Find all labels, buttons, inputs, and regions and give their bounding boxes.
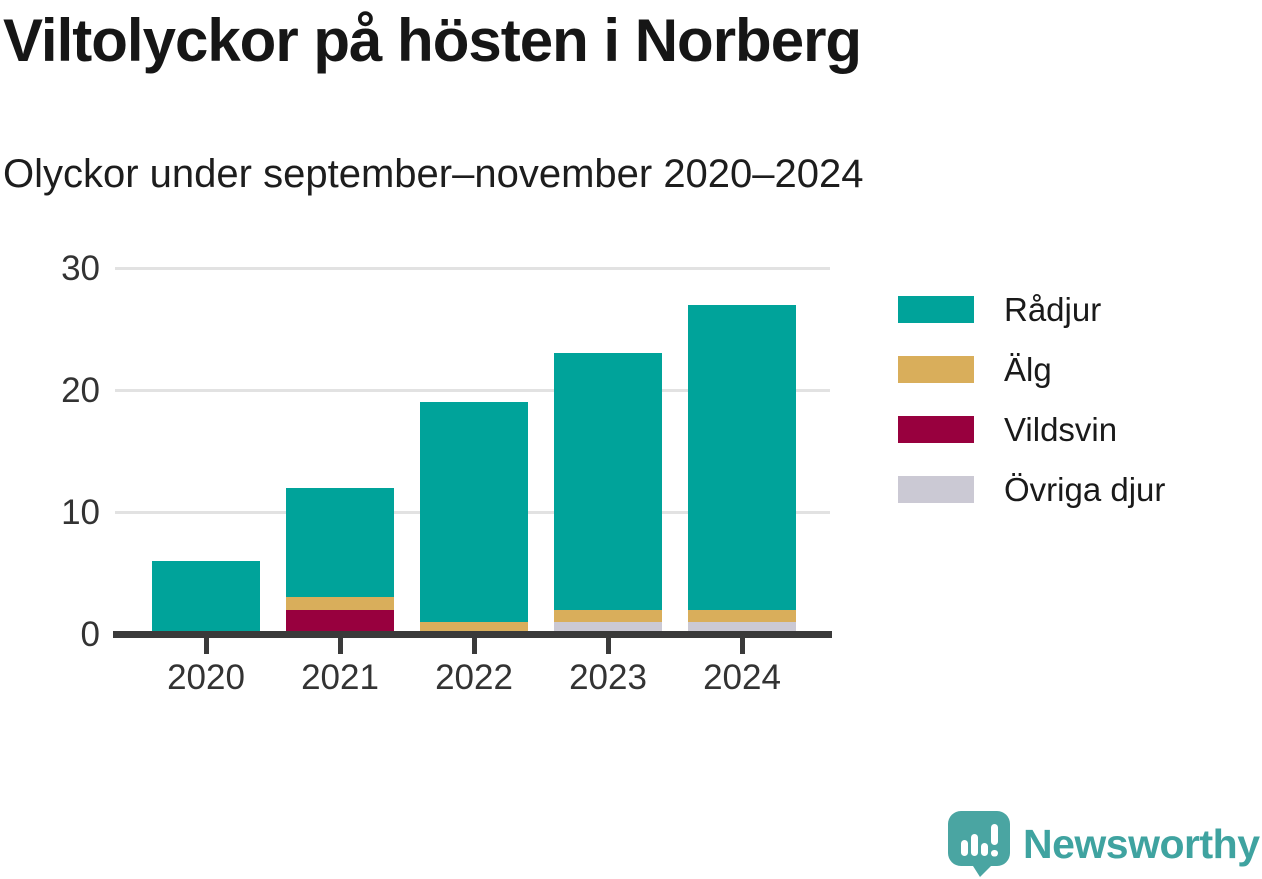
bar-2024-Rådjur bbox=[688, 304, 796, 610]
legend-swatch-Vildsvin bbox=[898, 416, 974, 443]
legend-item-Älg: Älg bbox=[898, 351, 1165, 388]
x-axis-label-2022: 2022 bbox=[435, 658, 513, 697]
brand-footer: Newsworthy bbox=[947, 810, 1260, 878]
legend-swatch-Övriga djur bbox=[898, 476, 974, 503]
legend-label-Älg: Älg bbox=[1004, 350, 1052, 388]
gridline-20 bbox=[115, 388, 830, 392]
legend-label-Övriga djur: Övriga djur bbox=[1004, 470, 1166, 508]
x-axis-tick-2021 bbox=[337, 637, 343, 654]
y-axis-label-30: 30 bbox=[61, 249, 100, 288]
newsworthy-logo-icon bbox=[948, 811, 1010, 877]
legend-item-Övriga djur: Övriga djur bbox=[898, 471, 1165, 508]
bar-2023-Älg bbox=[554, 609, 662, 622]
bar-2021-Vildsvin bbox=[286, 609, 394, 634]
x-axis-tick-2023 bbox=[605, 637, 611, 654]
gridline-30 bbox=[115, 266, 830, 270]
chart-legend: Rådjur Älg Vildsvin Övriga djur bbox=[898, 291, 1165, 536]
brand-name: Newsworthy bbox=[1023, 820, 1260, 867]
x-axis-label-2021: 2021 bbox=[301, 658, 379, 697]
legend-swatch-Älg bbox=[898, 356, 974, 383]
y-axis-label-20: 20 bbox=[61, 371, 100, 410]
legend-item-Rådjur: Rådjur bbox=[898, 291, 1165, 328]
bar-2023-Övriga djur bbox=[554, 621, 662, 634]
bar-2023-Rådjur bbox=[554, 353, 662, 610]
bar-2024-Älg bbox=[688, 609, 796, 622]
page-subtitle: Olyckor under september–november 2020–20… bbox=[3, 152, 864, 196]
y-axis-label-0: 0 bbox=[80, 615, 100, 654]
legend-item-Vildsvin: Vildsvin bbox=[898, 411, 1165, 448]
x-axis-label-2023: 2023 bbox=[569, 658, 647, 697]
x-axis-tick-2022 bbox=[471, 637, 477, 654]
legend-swatch-Rådjur bbox=[898, 296, 974, 323]
legend-label-Rådjur: Rådjur bbox=[1004, 290, 1102, 328]
x-axis-tick-2020 bbox=[203, 637, 209, 654]
bar-2022-Rådjur bbox=[420, 402, 528, 622]
page-title: Viltolyckor på hösten i Norberg bbox=[3, 7, 862, 74]
bar-2022-Älg bbox=[420, 621, 528, 634]
y-axis-label-10: 10 bbox=[61, 493, 100, 532]
bar-2020-Rådjur bbox=[152, 560, 260, 634]
x-axis-tick-2024 bbox=[739, 637, 745, 654]
x-axis-label-2020: 2020 bbox=[167, 658, 245, 697]
x-axis-line bbox=[113, 631, 832, 638]
bar-2024-Övriga djur bbox=[688, 621, 796, 634]
bar-2021-Rådjur bbox=[286, 487, 394, 598]
legend-label-Vildsvin: Vildsvin bbox=[1004, 410, 1118, 448]
x-axis-label-2024: 2024 bbox=[703, 658, 781, 697]
bar-2021-Älg bbox=[286, 597, 394, 610]
